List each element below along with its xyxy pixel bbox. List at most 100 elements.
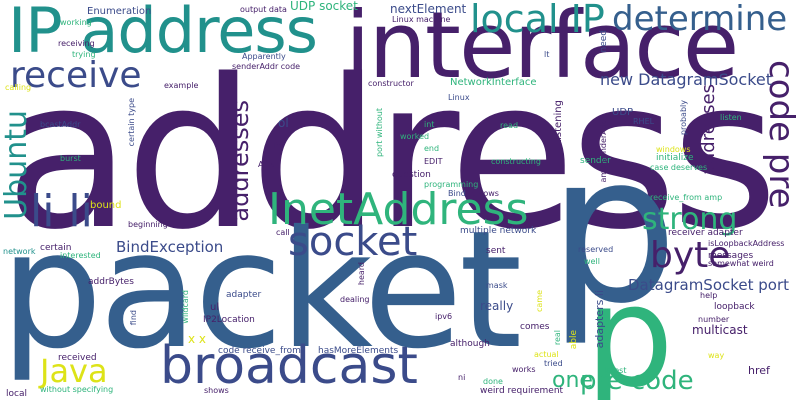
word-multicast: multicast: [692, 323, 748, 337]
word-help: help: [700, 291, 718, 300]
word-dealing: dealing: [340, 295, 370, 304]
word-case-deserves: case deserves: [650, 163, 708, 172]
word-senderaddr-code: senderAddr code: [232, 62, 301, 71]
word-initialize: initialize: [656, 153, 694, 163]
word-bindexception: BindException: [116, 238, 224, 256]
word-byte: byte: [650, 235, 731, 276]
word-interface: interface: [345, 0, 739, 99]
word-enumeration: Enumeration: [87, 6, 152, 17]
word-throws: throws: [472, 189, 499, 198]
word-receive-from-amp: receive_from amp: [650, 193, 723, 202]
word-output-data: output data: [240, 5, 287, 14]
word-linux-machine: Linux machine: [392, 15, 451, 24]
word-working: working: [60, 18, 92, 27]
word-find: find: [129, 310, 138, 326]
word-loopback: loopback: [714, 302, 755, 312]
word-windows: windows: [656, 145, 691, 154]
word-number: number: [698, 315, 730, 324]
word-end: end: [424, 144, 440, 153]
word-heard: heard: [357, 262, 366, 286]
word-somewhat-weird: somewhat weird: [708, 259, 774, 268]
word-p-large: p: [548, 111, 679, 349]
word-addresses: addresses: [698, 84, 719, 176]
word-way: way: [708, 351, 725, 360]
word-call: call: [276, 228, 290, 237]
word-burst: burst: [60, 154, 81, 163]
word-ipv6: ipv6: [435, 312, 453, 321]
word-apis: APIs: [258, 160, 275, 169]
word-p-green: p: [585, 256, 674, 400]
word-sent: sent: [486, 246, 506, 256]
word-new-datagramsocket: new DatagramSocket: [600, 70, 773, 89]
word-code-receive-from: code receive_from: [218, 346, 301, 356]
word-receiver-adapter: receiver adapter: [668, 228, 743, 238]
word-trying: trying: [72, 50, 96, 59]
word-try: Try: [272, 141, 284, 150]
word-determine: determine: [612, 0, 788, 39]
word-receive: receive: [10, 55, 142, 96]
word-network: network: [3, 247, 36, 256]
word-programming: programming: [424, 180, 479, 189]
word-rhel: RHEL: [633, 117, 655, 126]
word-constructing: constructing: [491, 157, 541, 166]
word-udp: UDP: [612, 107, 634, 118]
word-apparently: Apparently: [242, 52, 286, 61]
word-addrbytes: addrBytes: [88, 277, 134, 287]
word-ip-address: IP address: [8, 0, 318, 67]
word-able: able: [569, 330, 579, 350]
word-code-pre: code pre: [761, 60, 800, 209]
word-local-ip: local IP: [470, 0, 605, 41]
word-address: address: [5, 35, 778, 275]
word-networkinterface: NetworkInterface: [450, 77, 537, 88]
word-comes: comes: [520, 322, 550, 332]
word-bind: Bind: [448, 189, 466, 198]
word-int: int: [424, 120, 435, 129]
word-nextelement: nextElement: [390, 2, 467, 16]
word-certain: certain: [40, 243, 72, 253]
word-edit: EDIT: [424, 157, 443, 166]
word-bcastaddr: bcastAddr: [40, 120, 81, 129]
word-reserved: reserved: [578, 245, 614, 254]
word-adapter: adapter: [226, 290, 262, 300]
word-tried: tried: [544, 359, 563, 368]
word-bound: bound: [90, 200, 122, 211]
word-lt: lt: [544, 50, 550, 59]
word-real: real: [553, 330, 562, 346]
word-ip2location: IP2Location: [203, 315, 255, 325]
word-inetaddress: InetAddress: [268, 184, 529, 235]
word-interested: interested: [60, 251, 101, 260]
word-listening: Listening: [553, 100, 564, 146]
word-without-specifying: without specifying: [40, 385, 114, 394]
word-example: example: [164, 81, 199, 90]
word-need: need: [599, 30, 609, 53]
word-ni: ni: [458, 373, 466, 382]
word-java: Java: [40, 352, 108, 390]
word-well: well: [584, 257, 600, 266]
word-receiving: receiving: [58, 39, 95, 48]
word-probably: probably: [679, 100, 688, 136]
word-one: one: [552, 368, 593, 393]
word-packet: packet: [0, 197, 522, 385]
word-beginning: beginning: [128, 220, 168, 229]
word-worked: worked: [400, 132, 430, 141]
word-pre-code: pre code: [580, 366, 694, 396]
word-constructor: constructor: [368, 79, 414, 88]
word-hasmoreelements: hasMoreElements: [318, 346, 399, 356]
word-received: received: [58, 353, 97, 363]
word-weird-requirement: weird requirement: [480, 386, 564, 396]
word-listen: listen: [720, 113, 742, 122]
word-udp-socket: UDP socket: [290, 0, 358, 13]
word-x-x: x x: [188, 332, 207, 346]
word-adapters-li: adapters li: [593, 290, 606, 349]
word-shows: shows: [204, 386, 229, 395]
word-isloopbackaddress: isLoopbackAddress: [708, 239, 785, 248]
word-port-without: port without: [375, 108, 384, 158]
word-linux: Linux: [448, 93, 470, 102]
word-although: although: [450, 339, 490, 349]
word-broadcast: broadcast: [160, 336, 418, 396]
word-latest: latest: [604, 366, 627, 375]
word-done: done: [483, 377, 503, 386]
word-sender: sender: [580, 156, 611, 166]
word-href: href: [748, 364, 770, 377]
word-datagramsocket-port: DatagramSocket port: [628, 276, 790, 294]
